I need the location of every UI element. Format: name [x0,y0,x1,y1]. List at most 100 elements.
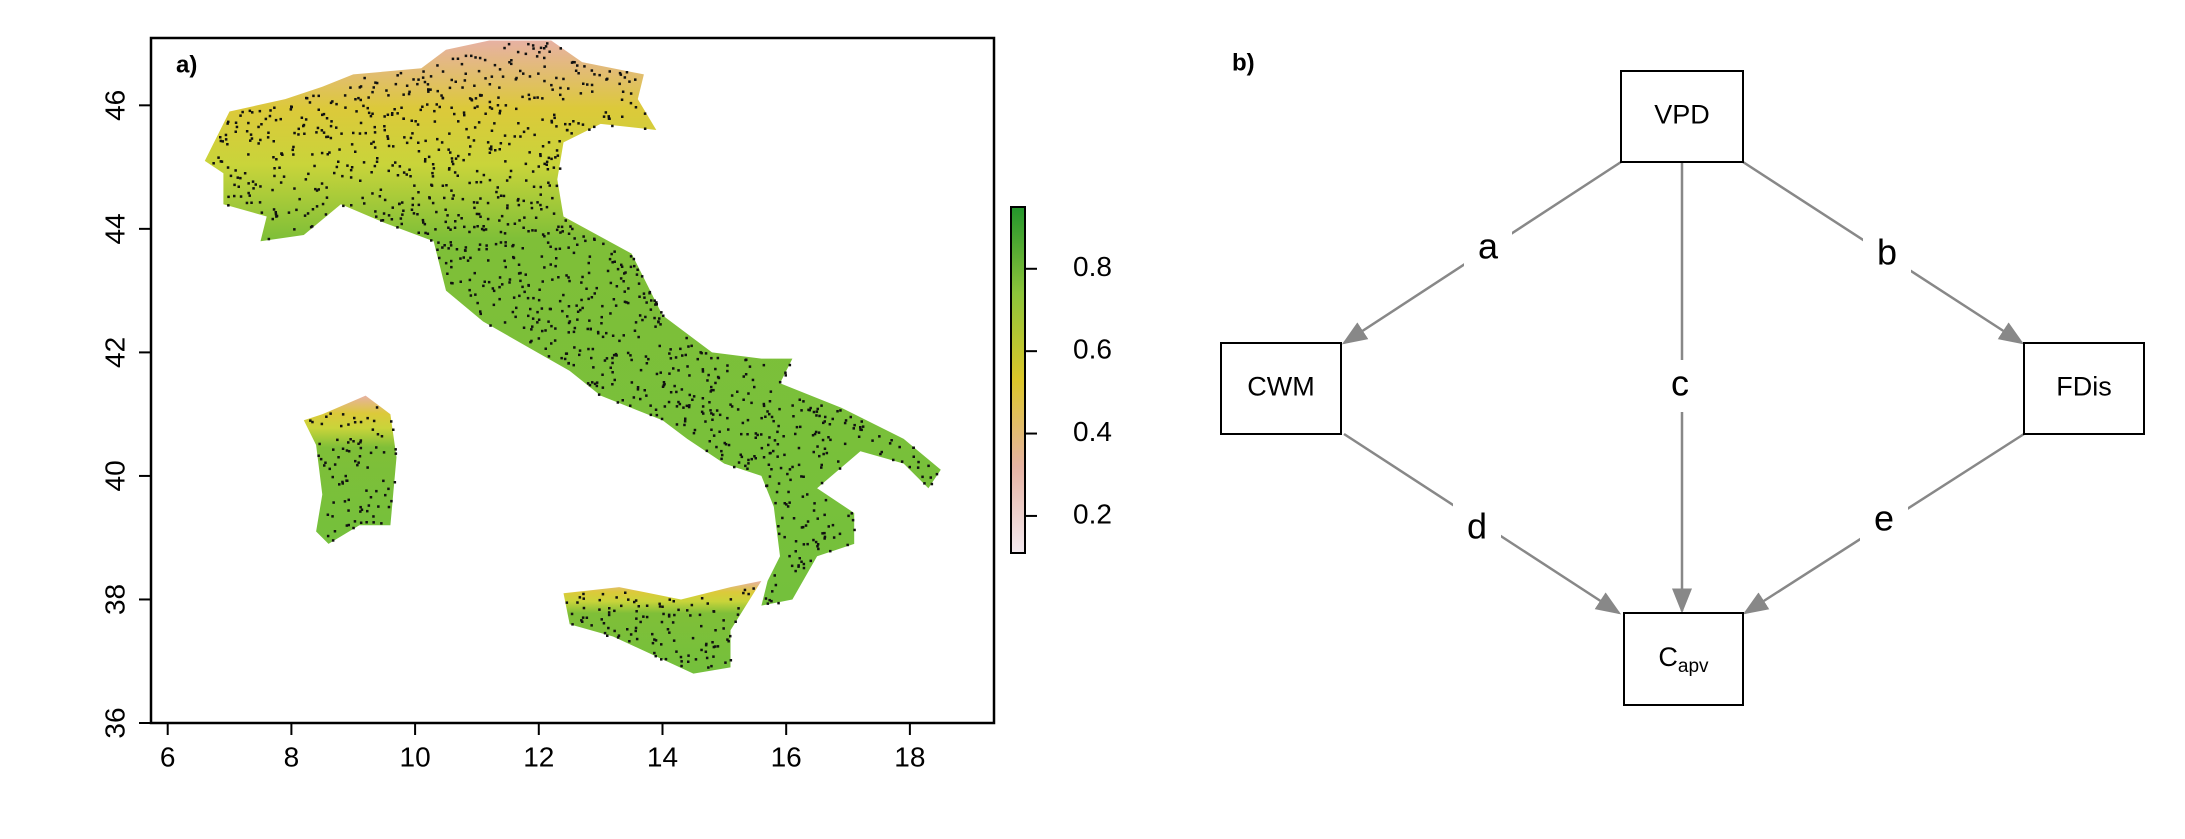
edge-label: a [1478,226,1499,267]
sample-point [794,569,797,573]
sample-point [510,59,513,62]
sample-point [637,605,640,608]
sample-point [496,104,500,107]
sample-point [760,433,763,436]
sample-point [523,216,526,219]
sample-point [454,157,458,160]
sample-point [612,353,616,357]
sample-point [531,229,534,232]
sample-point [795,425,799,429]
sample-point [349,176,353,179]
sample-point [572,251,576,255]
sample-point [724,443,728,446]
sample-point [337,160,340,163]
sample-point [490,75,494,78]
sample-point [701,405,705,408]
sample-point [567,305,571,308]
sample-point [300,116,304,119]
sample-point [747,458,750,462]
sample-point [264,117,268,121]
sample-point [806,493,809,496]
sample-point [369,451,373,455]
node-label-subscript: apv [1678,656,1709,677]
sample-point [359,420,363,424]
sample-point [545,205,549,209]
sample-point [537,72,540,75]
sample-point [335,102,338,106]
sample-point [325,196,329,199]
sample-point [280,152,283,155]
sample-point [792,517,796,520]
sample-point [524,273,527,276]
sample-point [391,112,394,115]
sample-point [322,131,326,134]
sample-point [457,120,460,123]
sample-point [820,481,824,485]
land-shape [563,580,762,674]
sample-point [410,119,413,122]
sample-point [587,297,590,301]
sample-point [488,147,492,150]
sample-point [468,288,471,292]
sample-point [451,162,455,166]
sample-point [275,158,278,161]
sample-point [275,214,279,218]
sample-point [843,442,847,446]
sample-point [651,632,654,636]
sample-point [459,280,462,283]
sample-point [486,201,490,205]
sample-point [726,416,729,420]
sample-point [568,279,571,283]
sample-point [352,440,355,443]
sample-point [506,223,510,226]
sample-point [347,441,350,444]
sample-point [788,501,791,504]
sample-point [614,304,618,307]
sample-point [726,369,729,373]
sample-point [633,600,636,604]
sample-point [386,137,390,140]
sample-point [580,298,583,302]
sample-point [548,50,551,53]
sample-point [547,355,551,358]
sample-point [336,438,339,442]
sample-point [638,295,641,298]
sample-point [479,312,482,316]
sample-point [567,276,570,279]
sample-point [691,636,695,640]
sample-point [233,183,236,187]
sample-point [259,138,262,142]
sample-point [693,428,697,432]
sample-point [562,293,565,297]
sample-point [706,602,709,605]
sample-point [639,397,642,401]
y-tick-label: 42 [99,337,130,368]
sample-point [710,356,713,360]
sample-point [311,420,314,424]
sample-point [559,93,562,97]
sample-point [591,347,595,351]
sample-point [777,525,780,528]
sample-point [784,374,787,377]
node-label: VPD [1654,100,1710,130]
sample-point [705,449,709,453]
sample-point [399,71,403,75]
sample-point [892,458,895,462]
sample-point [419,108,422,112]
sample-point [236,176,239,179]
sample-point [813,502,816,505]
sample-point [448,86,452,90]
sample-point [601,592,605,596]
sample-point [234,121,238,124]
sample-point [402,117,405,120]
sample-point [539,193,542,196]
sample-point [679,655,683,659]
sample-point [499,194,503,197]
sample-point [800,475,803,478]
sample-point [473,84,476,87]
node-label-text: C [1658,642,1678,672]
sample-point [660,311,663,314]
sample-point [797,446,801,450]
sample-point [508,278,512,281]
sample-point [704,420,707,423]
